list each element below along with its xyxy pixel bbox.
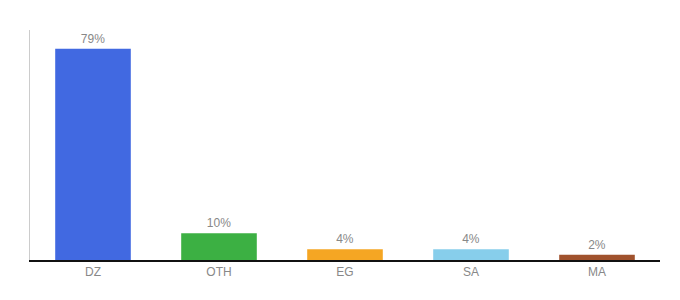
svg-text:10%: 10% [207, 216, 231, 230]
svg-text:4%: 4% [336, 232, 354, 246]
svg-text:4%: 4% [462, 232, 480, 246]
svg-text:DZ: DZ [85, 265, 101, 279]
svg-text:EG: EG [336, 265, 353, 279]
svg-text:OTH: OTH [206, 265, 231, 279]
svg-text:SA: SA [463, 265, 479, 279]
svg-text:MA: MA [588, 265, 606, 279]
svg-text:2%: 2% [588, 238, 606, 252]
svg-text:79%: 79% [81, 32, 105, 46]
